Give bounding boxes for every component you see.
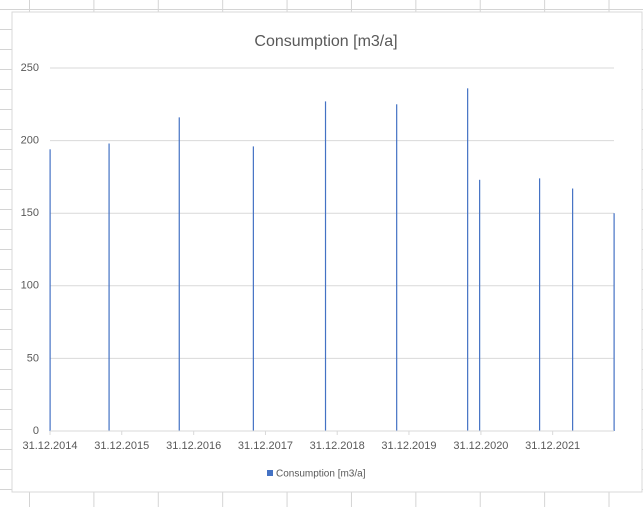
x-tick-label: 31.12.2016 — [166, 440, 221, 452]
bar — [178, 117, 180, 432]
x-tick-label: 31.12.2017 — [238, 440, 293, 452]
legend-swatch — [267, 470, 273, 476]
y-tick-label: 150 — [21, 207, 39, 219]
y-tick-label: 100 — [21, 280, 39, 292]
legend-label: Consumption [m3/a] — [276, 469, 366, 480]
bar — [252, 146, 254, 431]
bar — [108, 143, 110, 431]
y-tick-label: 250 — [21, 62, 39, 74]
x-tick-label: 31.12.2015 — [94, 440, 149, 452]
bar — [467, 88, 469, 431]
x-tick-label: 31.12.2019 — [381, 440, 436, 452]
x-tick-label: 31.12.2020 — [453, 440, 508, 452]
y-tick-label: 200 — [21, 135, 39, 147]
x-tick-label: 31.12.2018 — [310, 440, 365, 452]
x-tick-label: 31.12.2014 — [22, 440, 77, 452]
bar — [49, 149, 51, 431]
chart-area — [11, 11, 643, 493]
bar — [613, 213, 615, 431]
x-tick-label: 31.12.2021 — [525, 440, 580, 452]
y-tick-label: 50 — [27, 352, 39, 364]
chart-title: Consumption [m3/a] — [254, 33, 397, 50]
bar — [479, 179, 481, 431]
bar — [572, 188, 574, 431]
bar — [324, 101, 327, 432]
bar — [538, 178, 541, 431]
bar — [396, 104, 398, 432]
y-tick-label: 0 — [33, 425, 39, 437]
